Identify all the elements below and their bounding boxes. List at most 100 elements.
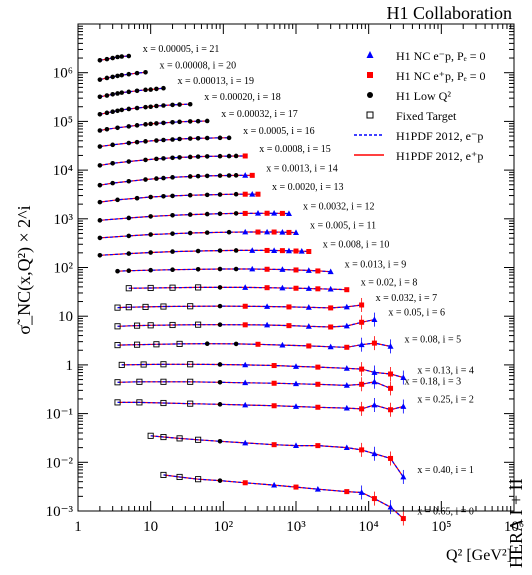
data-point-low-q2 [97,57,103,63]
fit-curve-eminus [117,319,375,328]
data-point-eplus [264,285,270,291]
bin-label: x = 0.0020, i = 13 [272,182,344,193]
data-point-fixed-target [187,378,194,385]
data-point-eplus [249,172,255,178]
data-point-eplus [388,371,394,377]
data-point-low-q2 [143,69,148,75]
fit-curve-eminus [117,304,362,309]
data-point-eplus [242,322,248,328]
data-point-fixed-target [195,476,202,483]
data-point-low-q2 [161,156,166,161]
data-point-low-q2 [177,102,182,107]
data-point-eplus [271,442,277,448]
data-point-low-q2 [170,231,175,236]
fit-curve-eminus [117,268,331,273]
data-point-low-q2 [115,54,120,60]
data-point-low-q2 [154,121,159,126]
data-point-low-q2 [204,211,210,217]
data-point-eplus [242,191,248,197]
y-tick-label: 10² [54,261,74,277]
data-point-low-q2 [119,72,125,78]
data-point-low-q2 [204,154,210,159]
data-point-low-q2 [143,122,148,127]
bin-label: x = 0.013, i = 9 [345,260,407,271]
data-point-low-q2 [170,119,175,125]
data-point-eplus [344,344,350,350]
data-point-low-q2 [134,195,140,201]
data-point-low-q2 [204,341,210,347]
data-point-low-q2 [148,214,153,219]
data-point-eplus [264,247,270,253]
data-point-eplus [328,324,334,330]
data-point-fixed-target [169,284,176,291]
data-point-low-q2 [204,135,210,141]
data-point-eminus [371,401,378,408]
data-point-eplus [306,249,312,255]
data-point-eminus [293,442,299,449]
data-point-low-q2 [126,106,132,112]
data-point-eplus [271,229,277,235]
data-point-low-q2 [170,155,175,161]
bin-labels-layer: x = 0.00005, i = 21 x = 0.00008, i = 20 x … [143,44,474,518]
data-point-fixed-target [147,284,154,292]
data-point-eminus [305,285,312,291]
data-point-low-q2 [119,54,125,59]
data-point-eminus [343,382,350,388]
data-point-eplus [359,381,365,387]
data-point-eminus [305,267,312,273]
data-point-eplus [315,381,321,387]
data-point-eplus [315,286,321,292]
data-point-eminus [314,486,321,492]
legend-marker-triangle [366,51,374,58]
data-point-low-q2 [204,230,210,235]
data-point-low-q2 [104,56,110,62]
data-point-fixed-target [187,400,194,407]
data-point-fixed-target [114,399,121,406]
data-point-fixed-target [160,433,167,441]
data-point-eminus [271,481,278,488]
bin-label: x = 0.00008, i = 20 [160,60,237,71]
data-point-eplus [242,480,248,486]
fit-curve-eplus [99,87,164,98]
data-point-low-q2 [126,124,132,129]
data-point-eminus [271,210,278,216]
data-point-fixed-target [176,473,183,481]
data-point-low-q2 [126,233,132,239]
data-point-eplus [286,304,292,310]
data-point-low-q2 [154,156,159,162]
data-point-low-q2 [170,212,175,218]
data-point-low-q2 [187,174,193,179]
data-point-eplus [255,341,261,347]
data-point-low-q2 [217,285,223,290]
data-point-low-q2 [126,251,132,256]
data-point-low-q2 [161,120,166,126]
data-point-eplus [271,380,277,386]
y-tick-label: 10⁻¹ [46,407,73,423]
data-point-low-q2 [204,118,210,124]
data-point-low-q2 [126,159,132,164]
data-point-low-q2 [97,253,103,258]
data-point-low-q2 [217,266,223,272]
data-point-fixed-target [136,378,143,385]
data-point-fixed-target [142,303,149,310]
data-point-eminus [285,210,292,216]
data-point-low-q2 [126,178,132,184]
data-point-low-q2 [134,123,140,128]
data-point-fixed-target [176,340,183,347]
y-tick-label: 10⁴ [53,163,73,179]
data-point-eplus [315,268,321,274]
series-layer [97,53,407,526]
data-point-fixed-target [136,399,143,406]
data-point-eminus [255,210,262,216]
data-point-fixed-target [147,322,154,329]
data-point-eminus [400,374,407,380]
data-point-eminus [327,285,334,292]
data-point-low-q2 [217,248,223,253]
legend-label: H1PDF 2012, e⁺p [396,149,483,163]
data-point-eminus [242,172,249,178]
data-point-low-q2 [134,70,140,76]
legend-label: H1 NC e⁻p, Pₑ = 0 [396,49,486,63]
data-point-low-q2 [233,266,239,272]
data-point-eminus [343,365,350,371]
data-point-fixed-target [160,303,167,310]
